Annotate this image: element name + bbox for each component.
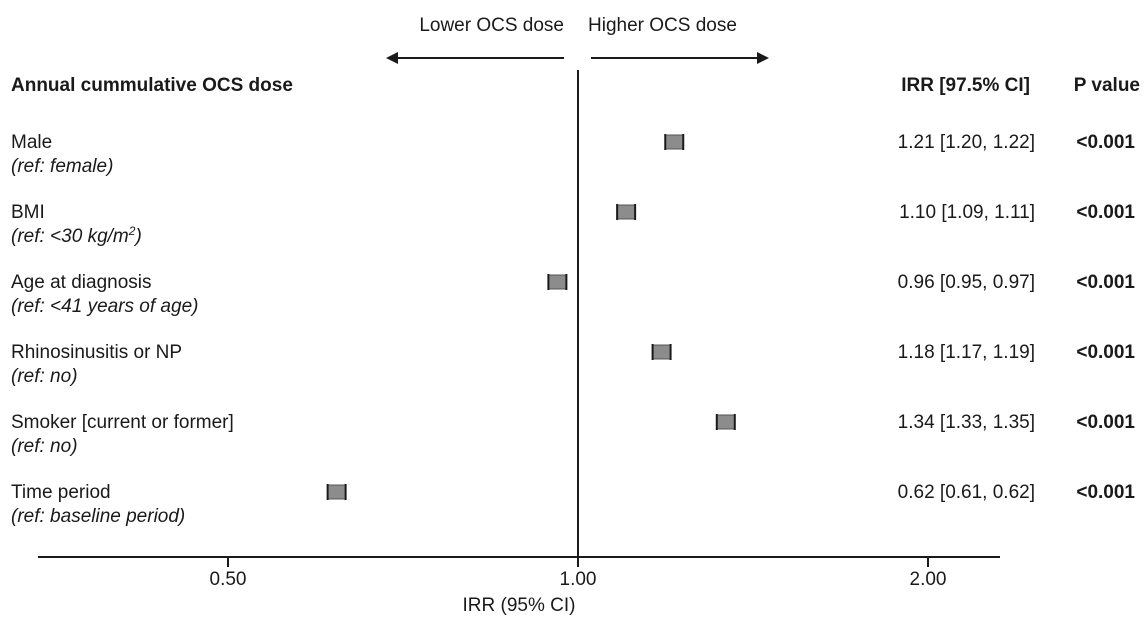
irr-point-marker: [652, 344, 672, 360]
row-label: Age at diagnosis: [11, 272, 152, 293]
p-value: <0.001: [1076, 482, 1135, 503]
x-tick-label: 0.50: [210, 569, 247, 590]
forest-row: Age at diagnosis (ref: <41 years of age) 0…: [11, 272, 1135, 317]
forest-row: Male (ref: female) 1.21 [1.20, 1.22] <0.001: [11, 132, 1135, 177]
row-label: Smoker [current or former]: [11, 412, 234, 433]
forest-row: BMI(ref: <30 kg/m2)1.10 [1.09, 1.11] <0.0…: [11, 202, 1135, 247]
irr-ci-value: 1.18 [1.17, 1.19]: [898, 342, 1035, 363]
x-tick-label: 2.00: [910, 569, 947, 590]
row-reference-text: (ref: <41 years of age): [11, 296, 198, 317]
row-reference-superscript: 2: [128, 224, 136, 238]
forest-row: Rhinosinusitis or NP (ref: no) 1.18 [1.17,…: [11, 342, 1135, 387]
row-label: Rhinosinusitis or NP: [11, 342, 182, 363]
irr-ci-value: 1.10 [1.09, 1.11]: [899, 202, 1035, 223]
row-label: BMI: [11, 202, 45, 223]
row-reference: (ref: <30 kg/m2): [11, 224, 142, 247]
row-reference-text: (ref: <30 kg/m: [11, 226, 129, 247]
row-reference: (ref: no): [11, 436, 78, 457]
row-reference: (ref: baseline period): [11, 506, 185, 527]
irr-point-marker: [616, 204, 636, 220]
irr-ci-value: 0.62 [0.61, 0.62]: [898, 482, 1035, 503]
row-reference-text: (ref: female): [11, 156, 113, 177]
p-value: <0.001: [1076, 342, 1135, 363]
irr-ci-value: 1.34 [1.33, 1.35]: [898, 412, 1035, 433]
p-value: <0.001: [1076, 202, 1135, 223]
irr-point-marker: [327, 484, 347, 500]
irr-point-marker: [547, 274, 567, 290]
irr-ci-value: 0.96 [0.95, 0.97]: [898, 272, 1035, 293]
irr-column-header: IRR [97.5% CI]: [901, 75, 1030, 96]
irr-ci-value: 1.21 [1.20, 1.22]: [898, 132, 1035, 153]
x-axis-title: IRR (95% CI): [463, 595, 576, 616]
forest-row: Time period (ref: baseline period) 0.62 [0…: [11, 482, 1135, 527]
forest-rows: Male (ref: female) 1.21 [1.20, 1.22] <0.001…: [11, 132, 1135, 527]
row-reference: (ref: female): [11, 156, 113, 177]
row-reference-text: (ref: baseline period): [11, 506, 185, 527]
lower-dose-direction-label: Lower OCS dose: [419, 15, 564, 36]
row-label: Male: [11, 132, 52, 153]
plot-title: Annual cummulative OCS dose: [11, 75, 293, 96]
row-reference: (ref: no): [11, 366, 78, 387]
p-value: <0.001: [1076, 272, 1135, 293]
irr-point-marker: [664, 134, 684, 150]
row-reference-text: (ref: no): [11, 366, 78, 387]
forest-row: Smoker [current or former] (ref: no) 1.34 …: [11, 412, 1135, 457]
higher-dose-direction-label: Higher OCS dose: [588, 15, 737, 36]
row-reference: (ref: <41 years of age): [11, 296, 198, 317]
row-reference-tail: ): [133, 226, 141, 247]
p-value: <0.001: [1076, 412, 1135, 433]
x-axis-ticks: 0.50 1.00 2.00: [210, 557, 947, 590]
irr-point-marker: [716, 414, 736, 430]
x-tick-label: 1.00: [560, 569, 597, 590]
row-reference-text: (ref: no): [11, 436, 78, 457]
p-value: <0.001: [1076, 132, 1135, 153]
p-value-column-header: P value: [1074, 75, 1140, 96]
row-label: Time period: [11, 482, 111, 503]
